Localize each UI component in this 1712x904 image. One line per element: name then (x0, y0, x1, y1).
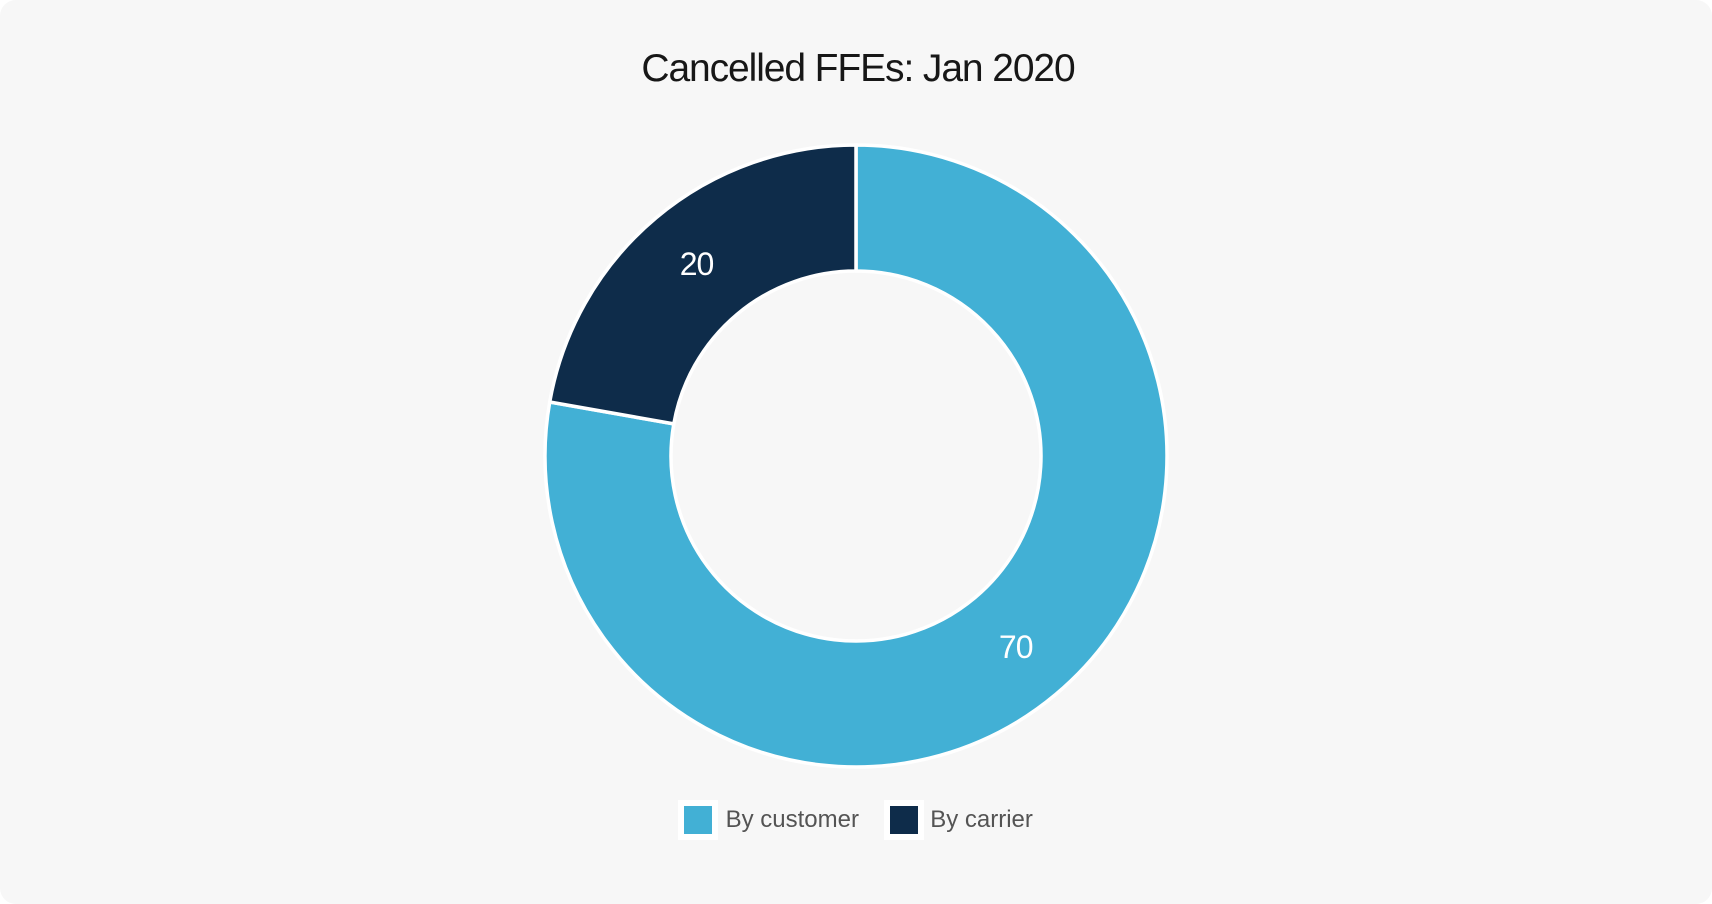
svg-text:70: 70 (999, 629, 1033, 665)
svg-text:20: 20 (680, 246, 714, 282)
